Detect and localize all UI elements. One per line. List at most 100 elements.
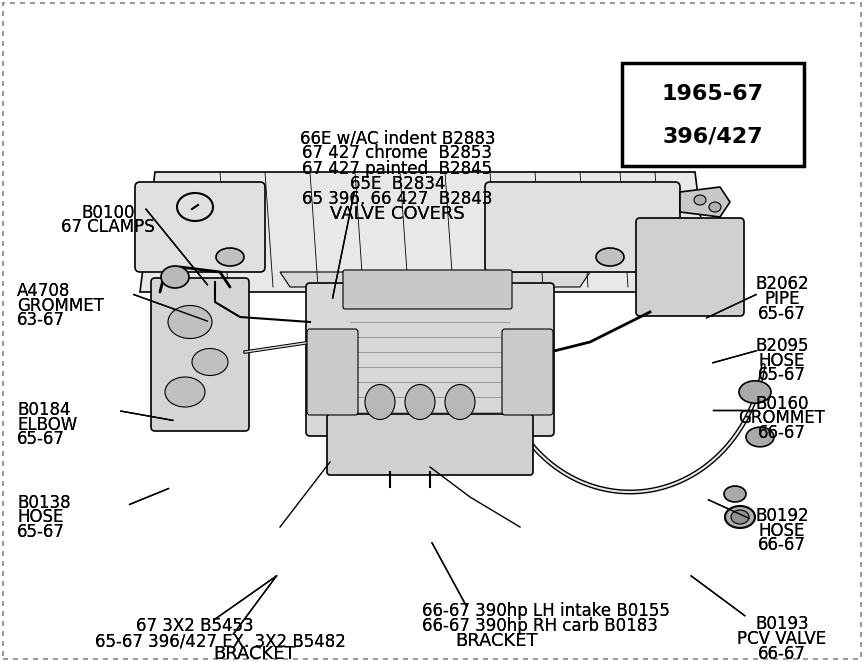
Text: B0100: B0100 [81, 204, 135, 222]
Text: GROMMET: GROMMET [739, 409, 825, 427]
Text: 65-67: 65-67 [758, 366, 806, 384]
Text: 67 3X2 B5453: 67 3X2 B5453 [136, 617, 253, 635]
Text: B0193: B0193 [755, 615, 809, 633]
FancyBboxPatch shape [636, 218, 744, 316]
Text: 66-67: 66-67 [758, 645, 806, 662]
Text: 66E w/AC indent B2883: 66E w/AC indent B2883 [300, 129, 495, 147]
Text: BRACKET: BRACKET [455, 632, 538, 650]
Text: 65-67 396/427 EX. 3X2 B5482: 65-67 396/427 EX. 3X2 B5482 [95, 632, 346, 650]
Text: 66-67 390hp LH intake B0155: 66-67 390hp LH intake B0155 [422, 602, 670, 620]
Text: 66-67: 66-67 [758, 424, 806, 442]
Text: 396/427: 396/427 [663, 126, 763, 147]
Text: 63-67: 63-67 [17, 311, 66, 329]
Ellipse shape [731, 510, 749, 524]
Text: 1965-67: 1965-67 [662, 83, 764, 104]
Text: B2095: B2095 [755, 337, 809, 355]
Text: 66-67 390hp LH intake B0155: 66-67 390hp LH intake B0155 [422, 602, 670, 620]
Polygon shape [140, 172, 710, 292]
FancyBboxPatch shape [306, 283, 554, 436]
Text: HOSE: HOSE [17, 508, 64, 526]
Text: HOSE: HOSE [759, 352, 805, 369]
Text: B0184: B0184 [17, 401, 71, 419]
Text: 66-67: 66-67 [758, 536, 806, 554]
Text: GROMMET: GROMMET [17, 297, 105, 314]
Text: 66-67: 66-67 [758, 536, 806, 554]
Ellipse shape [216, 248, 244, 266]
Text: 66-67: 66-67 [758, 645, 806, 662]
Ellipse shape [694, 195, 706, 205]
FancyBboxPatch shape [327, 414, 533, 475]
Text: PIPE: PIPE [764, 290, 800, 308]
Text: BRACKET: BRACKET [213, 645, 296, 662]
Polygon shape [280, 272, 590, 287]
Text: 1965-67: 1965-67 [662, 81, 764, 102]
Text: B0160: B0160 [755, 395, 809, 412]
FancyBboxPatch shape [502, 329, 553, 415]
Text: B2062: B2062 [755, 275, 809, 293]
Text: 65-67: 65-67 [17, 430, 65, 448]
Text: 65-67 396/427 EX. 3X2 B5482: 65-67 396/427 EX. 3X2 B5482 [95, 632, 346, 650]
Text: 66-67 390hp RH carb B0183: 66-67 390hp RH carb B0183 [422, 617, 658, 635]
Text: B0193: B0193 [755, 615, 809, 633]
Text: BRACKET: BRACKET [213, 645, 296, 662]
Text: ELBOW: ELBOW [17, 416, 78, 434]
Text: HOSE: HOSE [759, 522, 805, 540]
Ellipse shape [725, 506, 755, 528]
FancyBboxPatch shape [343, 270, 512, 309]
Text: 67 427 chrome  B2853: 67 427 chrome B2853 [302, 144, 492, 162]
Ellipse shape [739, 381, 771, 403]
Text: PCV VALVE: PCV VALVE [737, 630, 827, 648]
Text: 67 427 painted  B2845: 67 427 painted B2845 [302, 160, 492, 177]
FancyBboxPatch shape [485, 182, 680, 272]
Bar [622, 63, 804, 166]
Text: 65-67: 65-67 [758, 305, 806, 322]
Text: 65-67: 65-67 [17, 430, 65, 448]
Text: 65-67: 65-67 [758, 366, 806, 384]
Text: B0138: B0138 [17, 494, 71, 512]
Text: 65 396, 66 427  B2843: 65 396, 66 427 B2843 [302, 190, 492, 208]
Text: BRACKET: BRACKET [455, 632, 538, 650]
Ellipse shape [168, 305, 212, 338]
Text: B0184: B0184 [17, 401, 71, 419]
Text: 65-67: 65-67 [17, 523, 65, 541]
Bar [622, 63, 804, 166]
Text: PCV VALVE: PCV VALVE [737, 630, 827, 648]
Text: 65-67: 65-67 [17, 523, 65, 541]
Text: 66E w/AC indent B2883: 66E w/AC indent B2883 [300, 129, 495, 147]
Text: B0100: B0100 [81, 204, 135, 222]
Text: 396/427: 396/427 [663, 126, 763, 147]
Text: A4708: A4708 [17, 282, 71, 300]
Text: 66-67: 66-67 [758, 424, 806, 442]
Text: 65E  B2834: 65E B2834 [350, 175, 445, 193]
Text: 65-67: 65-67 [758, 305, 806, 322]
Polygon shape [680, 187, 730, 217]
Text: GROMMET: GROMMET [739, 409, 825, 427]
Text: 65E  B2834: 65E B2834 [350, 175, 445, 193]
Text: 67 CLAMPS: 67 CLAMPS [61, 218, 155, 236]
Text: 63-67: 63-67 [17, 311, 66, 329]
Ellipse shape [405, 385, 435, 420]
Text: HOSE: HOSE [759, 522, 805, 540]
Ellipse shape [596, 248, 624, 266]
Ellipse shape [365, 385, 395, 420]
Text: HOSE: HOSE [759, 352, 805, 369]
Text: VALVE COVERS: VALVE COVERS [330, 205, 465, 223]
Ellipse shape [746, 427, 774, 447]
Ellipse shape [709, 202, 721, 212]
Text: HOSE: HOSE [17, 508, 64, 526]
Text: B0192: B0192 [755, 507, 809, 525]
Text: 66-67 390hp RH carb B0183: 66-67 390hp RH carb B0183 [422, 617, 658, 635]
Text: 67 3X2 B5453: 67 3X2 B5453 [136, 617, 253, 635]
Text: VALVE COVERS: VALVE COVERS [330, 205, 465, 223]
Text: B2062: B2062 [755, 275, 809, 293]
Text: 65 396, 66 427  B2843: 65 396, 66 427 B2843 [302, 190, 492, 208]
Text: 67 427 chrome  B2853: 67 427 chrome B2853 [302, 144, 492, 162]
Ellipse shape [192, 348, 228, 375]
Text: A4708: A4708 [17, 282, 71, 300]
Text: B0138: B0138 [17, 494, 71, 512]
Text: ELBOW: ELBOW [17, 416, 78, 434]
Text: GROMMET: GROMMET [17, 297, 105, 314]
Ellipse shape [445, 385, 475, 420]
Text: 67 CLAMPS: 67 CLAMPS [61, 218, 155, 236]
Text: 67 427 painted  B2845: 67 427 painted B2845 [302, 160, 492, 177]
